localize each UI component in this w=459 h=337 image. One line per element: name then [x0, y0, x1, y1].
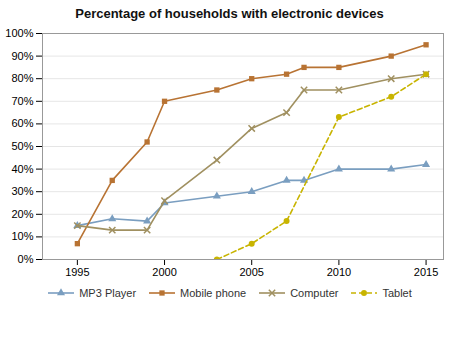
html-text:Computer: Computer [290, 287, 339, 299]
svg-text:70%: 70% [11, 95, 33, 107]
html-text:Tablet: Tablet [382, 287, 412, 299]
html-text:MP3 Player: MP3 Player [79, 287, 137, 299]
svg-text:2000: 2000 [152, 266, 176, 278]
html-text:Mobile phone: Mobile phone [180, 287, 247, 299]
svg-text:40%: 40% [11, 163, 33, 175]
svg-text:50%: 50% [11, 140, 33, 152]
html-text:Percentage of households with: Percentage of households with electronic… [75, 6, 384, 21]
svg-text:0%: 0% [18, 253, 34, 265]
svg-text:60%: 60% [11, 117, 33, 129]
svg-text:30%: 30% [11, 185, 33, 197]
svg-text:10%: 10% [11, 230, 33, 242]
svg-text:100%: 100% [5, 27, 33, 39]
svg-text:90%: 90% [11, 50, 33, 62]
svg-text:2015: 2015 [414, 266, 438, 278]
svg-text:2005: 2005 [239, 266, 263, 278]
svg-text:1995: 1995 [65, 266, 89, 278]
svg-text:2010: 2010 [327, 266, 351, 278]
svg-text:20%: 20% [11, 208, 33, 220]
svg-text:80%: 80% [11, 72, 33, 84]
